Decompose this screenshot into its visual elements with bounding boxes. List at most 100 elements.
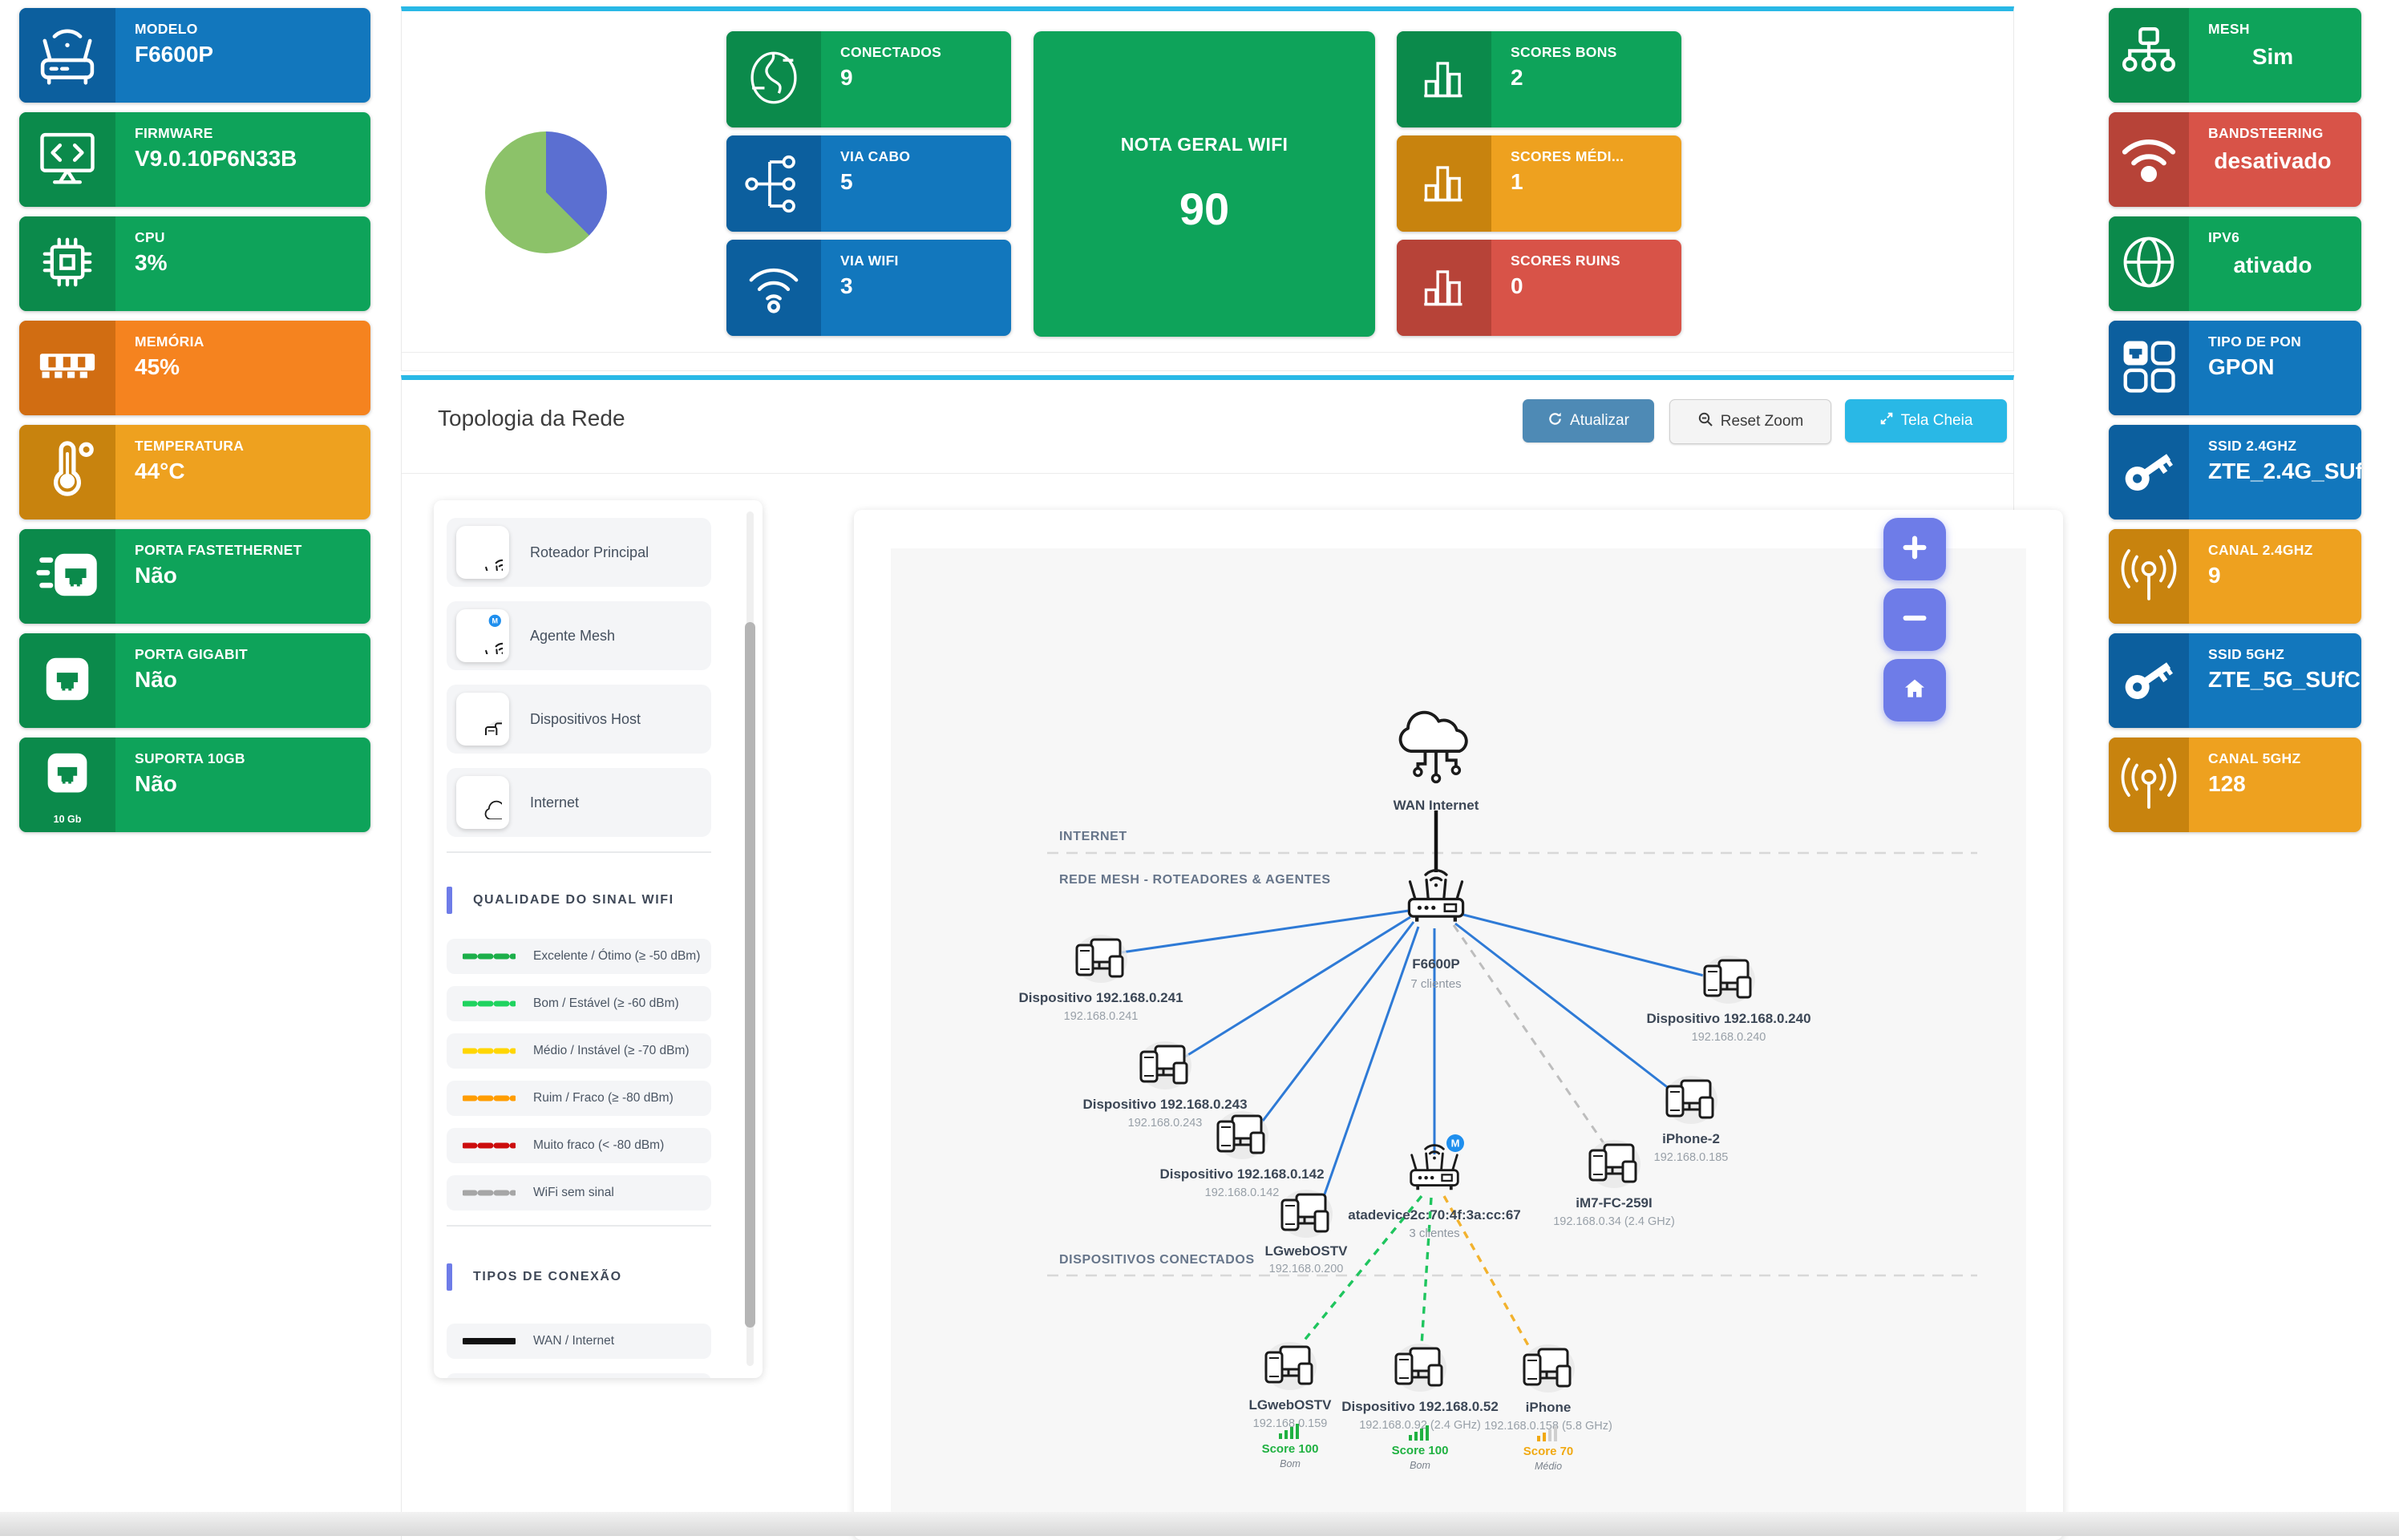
node-ip: 192.168.0.240 xyxy=(1692,1031,1766,1044)
node-ip: 192.168.0.159 xyxy=(1253,1417,1328,1430)
refresh-icon xyxy=(1547,411,1563,431)
node-client[interactable]: iPhone 192.168.0.158 (5.8 GHz) Score 70 … xyxy=(1484,1343,1612,1472)
legend-row-partial xyxy=(447,1373,711,1378)
node-wan-internet[interactable]: WAN Internet xyxy=(1394,710,1479,813)
reset-zoom-button[interactable]: Reset Zoom xyxy=(1669,399,1831,444)
legend-item-roteador-principal: Roteador Principal xyxy=(447,518,711,587)
legend-item-label: Roteador Principal xyxy=(530,544,649,560)
fullscreen-icon xyxy=(1879,411,1894,430)
section-title: QUALIDADE DO SINAL WIFI xyxy=(473,893,674,907)
key-icon xyxy=(2117,647,2181,715)
node-client[interactable]: LGwebOSTV 192.168.0.159 Score 100 Bom xyxy=(1249,1340,1333,1469)
topology-canvas[interactable]: INTERNET REDE MESH - ROTEADORES & AGENTE… xyxy=(891,548,2026,1528)
plus-icon xyxy=(1901,534,1928,565)
host-devices-icon xyxy=(463,700,502,739)
card-value: 9 xyxy=(2208,563,2221,588)
card-label: PORTA GIGABIT xyxy=(135,646,248,662)
card-memoria: MEMÓRIA 45% xyxy=(19,321,370,415)
card-label: CANAL 2.4GHZ xyxy=(2208,542,2313,558)
zone-label-devices: DISPOSITIVOS CONECTADOS xyxy=(1059,1253,1255,1267)
pon-ports-icon xyxy=(2118,335,2180,402)
node-label: Dispositivo 192.168.0.142 xyxy=(1159,1166,1324,1182)
node-router-f6600p[interactable]: F6600P 7 clientes xyxy=(1409,871,1462,991)
stats-panel: CONECTADOS 9 VIA CABO 5 VIA WIFI 3 NOTA … xyxy=(401,6,2014,371)
signal-level-label: Bom / Estável (≥ -60 dBm) xyxy=(533,996,679,1010)
refresh-button[interactable]: Atualizar xyxy=(1523,399,1654,443)
globe-icon xyxy=(2116,229,2182,299)
node-host[interactable]: iM7-FC-259I 192.168.0.34 (2.4 GHz) xyxy=(1553,1138,1675,1228)
antenna-icon xyxy=(2117,751,2181,819)
card-label: CANAL 5GHZ xyxy=(2208,750,2301,766)
node-host[interactable]: LGwebOSTV 192.168.0.200 xyxy=(1265,1188,1349,1275)
legend-scrollbar-thumb[interactable] xyxy=(745,622,755,1328)
node-host[interactable]: Dispositivo 192.168.0.142 192.168.0.142 xyxy=(1159,1110,1325,1199)
node-label: iPhone xyxy=(1526,1400,1572,1415)
card-conectados: CONECTADOS 9 xyxy=(726,31,1011,127)
connection-type-label: WAN / Internet xyxy=(533,1334,615,1348)
card-canal-5: CANAL 5GHZ 128 xyxy=(2109,738,2361,832)
card-label: SSID 2.4GHZ xyxy=(2208,438,2297,454)
node-ip: 192.168.0.142 xyxy=(1205,1186,1280,1199)
node-quality: Médio xyxy=(1535,1461,1562,1472)
edge-wifi-good xyxy=(1420,1197,1433,1346)
node-label: iM7-FC-259I xyxy=(1576,1195,1652,1211)
card-label: SCORES MÉDI... xyxy=(1511,148,1624,164)
card-label: BANDSTEERING xyxy=(2208,125,2324,141)
node-ip: 192.168.0.158 (5.8 GHz) xyxy=(1484,1420,1612,1433)
zoom-out-button[interactable] xyxy=(1883,588,1946,651)
node-ip: 192.168.0.241 xyxy=(1064,1010,1139,1023)
node-host[interactable]: iPhone-2 192.168.0.185 xyxy=(1654,1074,1729,1164)
card-value: 45% xyxy=(135,354,180,379)
signal-bars-icon xyxy=(1537,1426,1557,1441)
card-scores-medios: SCORES MÉDI... 1 xyxy=(1397,135,1681,232)
zoom-home-button[interactable] xyxy=(1883,659,1946,721)
node-mesh-agent[interactable]: M atadevice2c:70:4f:3a:cc:67 3 clientes xyxy=(1348,1134,1521,1240)
card-label: CONECTADOS xyxy=(840,44,942,60)
signal-level-label: Médio / Instável (≥ -70 dBm) xyxy=(533,1044,690,1057)
firmware-icon xyxy=(34,124,101,196)
legend-item-label: Dispositivos Host xyxy=(530,710,641,727)
globe-icon xyxy=(741,45,807,115)
nota-value: 90 xyxy=(1179,183,1230,234)
node-sublabel: 3 clientes xyxy=(1409,1227,1459,1240)
node-client[interactable]: Dispositivo 192.168.0.52 192.168.0.92 (2… xyxy=(1341,1342,1499,1471)
edge-lan xyxy=(1454,922,1674,1093)
key-icon xyxy=(2117,439,2181,507)
mesh-icon xyxy=(2118,23,2179,88)
card-label: SSID 5GHZ xyxy=(2208,646,2285,662)
node-label: LGwebOSTV xyxy=(1265,1243,1349,1259)
reset-zoom-label: Reset Zoom xyxy=(1720,413,1804,430)
refresh-label: Atualizar xyxy=(1570,412,1629,429)
fullscreen-button[interactable]: Tela Cheia xyxy=(1845,399,2007,443)
sidebar-right: MESH Sim BANDSTEERING desativado IPV6 at… xyxy=(2109,0,2399,850)
card-value: 3% xyxy=(135,250,168,275)
node-host[interactable]: Dispositivo 192.168.0.240 192.168.0.240 xyxy=(1646,954,1811,1044)
card-label: VIA WIFI xyxy=(840,253,899,269)
signal-bars-icon xyxy=(1279,1424,1299,1439)
mesh-badge-letter: M xyxy=(1451,1138,1460,1150)
card-value: 0 xyxy=(1511,273,1523,298)
minus-icon xyxy=(1901,604,1928,636)
card-value: 3 xyxy=(840,273,853,298)
card-value: 1 xyxy=(1511,169,1523,194)
card-fastethernet: PORTA FASTETHERNET Não xyxy=(19,529,370,624)
card-value: Não xyxy=(135,771,177,796)
card-scores-bons: SCORES BONS 2 xyxy=(1397,31,1681,127)
card-value: F6600P xyxy=(135,42,214,67)
section-accent-bar xyxy=(447,1263,452,1291)
card-value: ZTE_5G_SUfCk6 xyxy=(2208,667,2361,692)
cpu-icon xyxy=(34,229,100,299)
node-host[interactable]: Dispositivo 192.168.0.243 192.168.0.243 xyxy=(1082,1040,1248,1130)
legend-signal-sem-sinal: WiFi sem sinal xyxy=(447,1175,711,1211)
legend-item-internet: Internet xyxy=(447,768,711,837)
signal-level-label: Ruim / Fraco (≥ -80 dBm) xyxy=(533,1091,674,1105)
edge-lan xyxy=(1182,916,1411,1060)
wifi-icon xyxy=(2117,126,2181,194)
zoom-in-button[interactable] xyxy=(1883,518,1946,580)
legend-signal-muito-fraco: Muito fraco (< -80 dBm) xyxy=(447,1128,711,1163)
card-tipo-pon: TIPO DE PON GPON xyxy=(2109,321,2361,415)
card-value: 2 xyxy=(1511,65,1523,90)
node-host[interactable]: Dispositivo 192.168.0.241 192.168.0.241 xyxy=(1018,933,1183,1023)
agente-mesh-icon: M xyxy=(463,614,503,658)
ethernet-icon xyxy=(34,645,101,717)
